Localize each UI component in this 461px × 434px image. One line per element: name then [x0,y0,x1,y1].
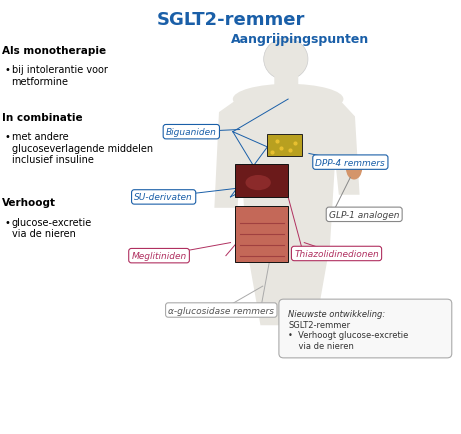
Polygon shape [332,100,360,195]
Ellipse shape [245,175,271,191]
Text: Biguaniden: Biguaniden [166,128,217,137]
Text: glucose-excretie
via de nieren: glucose-excretie via de nieren [12,217,92,239]
FancyBboxPatch shape [279,299,452,358]
FancyBboxPatch shape [267,135,302,157]
Ellipse shape [233,85,343,115]
Text: Verhoogt: Verhoogt [2,197,56,207]
Circle shape [264,39,308,81]
Text: •: • [5,132,11,142]
Text: α-glucosidase remmers: α-glucosidase remmers [168,306,274,315]
FancyBboxPatch shape [274,64,298,89]
Text: SU-derivaten: SU-derivaten [134,193,193,202]
Polygon shape [247,247,330,326]
Text: Aangrijpingspunten: Aangrijpingspunten [230,33,369,46]
Text: DPP-4 remmers: DPP-4 remmers [315,158,385,167]
Text: •  Verhoogt glucose-excretie: • Verhoogt glucose-excretie [288,331,408,340]
Text: met andere
glucoseverlagende middelen
inclusief insuline: met andere glucoseverlagende middelen in… [12,132,153,165]
FancyBboxPatch shape [235,206,288,263]
FancyBboxPatch shape [235,165,288,197]
Text: SGLT2-remmer: SGLT2-remmer [288,320,350,329]
Text: In combinatie: In combinatie [2,112,83,122]
Text: SGLT2-remmer: SGLT2-remmer [156,11,305,29]
Text: •: • [5,217,11,227]
Polygon shape [214,100,244,208]
Text: bij intolerantie voor
metformine: bij intolerantie voor metformine [12,65,107,87]
Ellipse shape [346,158,362,180]
Text: Nieuwste ontwikkeling:: Nieuwste ontwikkeling: [288,309,385,318]
Text: via de nieren: via de nieren [288,342,354,351]
Text: Thiazolidinedionen: Thiazolidinedionen [294,250,379,258]
Text: Als monotherapie: Als monotherapie [2,46,106,56]
Text: GLP-1 analogen: GLP-1 analogen [329,210,399,219]
Text: Meglitiniden: Meglitiniden [131,252,187,260]
Text: •: • [5,65,11,75]
Polygon shape [237,100,339,252]
